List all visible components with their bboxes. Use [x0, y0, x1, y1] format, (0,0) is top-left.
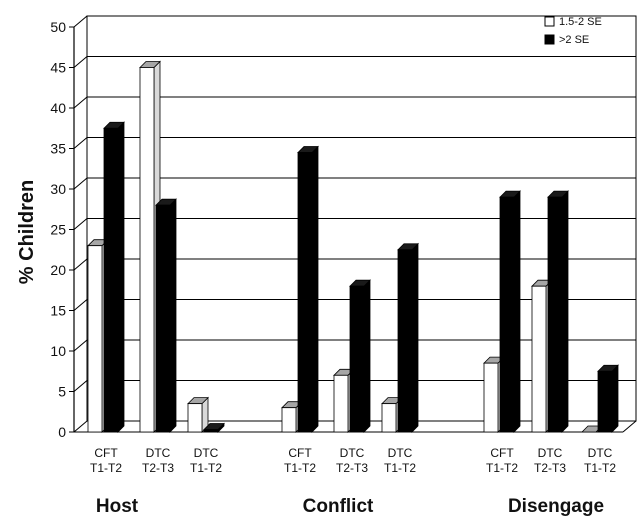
x-tick-label: T1-T2: [90, 461, 122, 475]
x-tick-label: DTC: [588, 446, 613, 460]
y-tick-label: 45: [50, 60, 66, 76]
gridline-depth: [73, 56, 88, 68]
y-tick-label: 35: [50, 141, 66, 157]
gridline-depth: [73, 96, 88, 109]
x-tick-label: T1-T2: [190, 461, 222, 475]
x-tick-label: DTC: [340, 446, 365, 460]
gridline-depth: [73, 218, 88, 230]
y-tick-label: 50: [50, 19, 66, 35]
x-tick-label: T2-T3: [142, 461, 174, 475]
gridline-depth: [73, 299, 88, 311]
bars: [87, 60, 619, 433]
legend: 1.5-2 SE >2 SE: [544, 16, 602, 46]
legend-swatch-series-1: [544, 16, 555, 27]
legend-swatch-series-2: [544, 34, 555, 45]
x-tick-label: T1-T2: [584, 461, 616, 475]
legend-label-series-2: >2 SE: [559, 34, 589, 46]
bar-series-2: [397, 242, 419, 433]
bar-series-2: [203, 422, 225, 433]
y-tick-label: 15: [50, 303, 66, 319]
gridline-depth: [73, 258, 88, 271]
bar-series-1: [187, 396, 209, 433]
gridline-depth: [73, 339, 88, 352]
y-tick-label: 10: [50, 343, 66, 359]
group-label: Host: [96, 496, 139, 516]
gridline-depth: [73, 380, 88, 392]
x-tick-label: T1-T2: [284, 461, 316, 475]
x-tick-label: T2-T3: [336, 461, 368, 475]
x-tick-label: CFT: [288, 446, 312, 460]
x-tick-label: T1-T2: [384, 461, 416, 475]
x-tick-label: CFT: [490, 446, 514, 460]
gridline-depth: [73, 177, 88, 190]
bar-series-2: [547, 190, 569, 433]
group-label: Disengage: [508, 496, 604, 516]
x-tick-label: DTC: [146, 446, 171, 460]
grid-lines: [73, 15, 637, 433]
bar-series-2: [155, 198, 177, 433]
y-axis: 0 5 10 15 20 25 30 35 40 45 50: [50, 19, 637, 440]
y-tick-label: 5: [58, 384, 66, 400]
y-axis-label: % Children: [16, 180, 38, 284]
x-tick-label: T1-T2: [486, 461, 518, 475]
y-tick-label: 20: [50, 262, 66, 278]
y-tick-label: 0: [58, 424, 66, 440]
gridline-depth: [73, 137, 88, 149]
bar-series-2: [499, 190, 521, 433]
x-tick-label: DTC: [388, 446, 413, 460]
bar-series-2: [597, 364, 619, 433]
y-tick-label: 25: [50, 222, 66, 238]
floor-right-edge: [622, 420, 637, 433]
y-tick-label: 40: [50, 100, 66, 116]
bar-series-2: [103, 121, 125, 433]
category-labels: CFTT1-T2DTCT2-T3DTCT1-T2CFTT1-T2DTCT2-T3…: [90, 446, 616, 516]
x-tick-label: DTC: [538, 446, 563, 460]
group-label: Conflict: [303, 496, 374, 516]
x-tick-label: DTC: [194, 446, 219, 460]
bar-series-2: [349, 279, 371, 433]
x-tick-label: T2-T3: [534, 461, 566, 475]
y-tick-label: 30: [50, 181, 66, 197]
legend-label-series-1: 1.5-2 SE: [559, 16, 602, 28]
x-tick-label: CFT: [94, 446, 118, 460]
gridline-depth: [73, 15, 88, 28]
bar-series-2: [297, 145, 319, 433]
gridline-depth: [73, 420, 88, 433]
